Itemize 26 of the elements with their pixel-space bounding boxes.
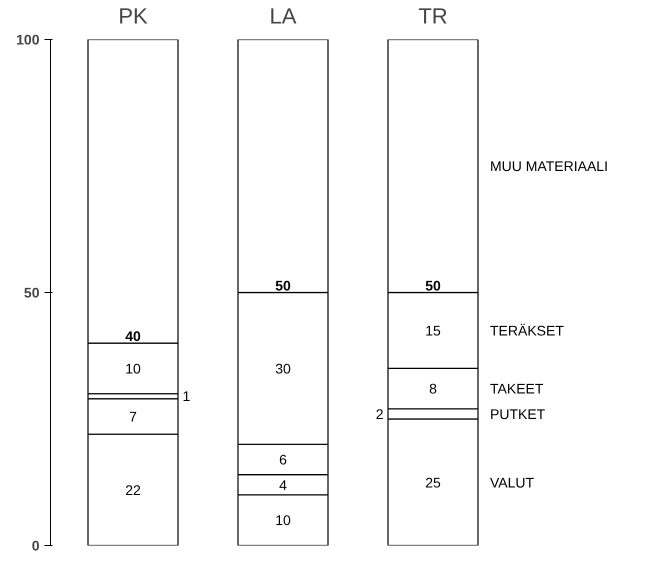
data-label: 22 xyxy=(125,482,141,498)
data-label: 10 xyxy=(275,512,291,528)
data-label: 8 xyxy=(429,380,438,397)
y-tick-label: 0 xyxy=(32,538,40,554)
series-label: TAKEET xyxy=(490,380,544,397)
series-label: TERÄKSET xyxy=(490,322,564,338)
annotation: 50 xyxy=(275,278,291,294)
data-label: 2 xyxy=(376,406,384,422)
data-label: 10 xyxy=(125,360,141,376)
data-label: 25 xyxy=(425,474,441,490)
data-label: 7 xyxy=(129,408,138,424)
x-tick-label: TR xyxy=(418,4,448,28)
series-label: MUU MATERIAALI xyxy=(490,158,608,174)
data-label: 15 xyxy=(425,322,441,338)
data-label: 4 xyxy=(279,476,288,493)
x-tick-label: PK xyxy=(118,4,148,28)
data-label: 30 xyxy=(275,360,291,376)
data-label: 1 xyxy=(182,388,190,404)
series-label: VALUT xyxy=(490,474,535,490)
y-tick-label: 50 xyxy=(24,284,40,300)
y-tick-label: 100 xyxy=(16,32,40,48)
x-tick-label: LA xyxy=(270,4,297,28)
series-label: PUTKET xyxy=(490,406,546,422)
data-label: 6 xyxy=(279,451,288,468)
annotation: 50 xyxy=(425,278,441,294)
annotation: 40 xyxy=(125,328,141,344)
